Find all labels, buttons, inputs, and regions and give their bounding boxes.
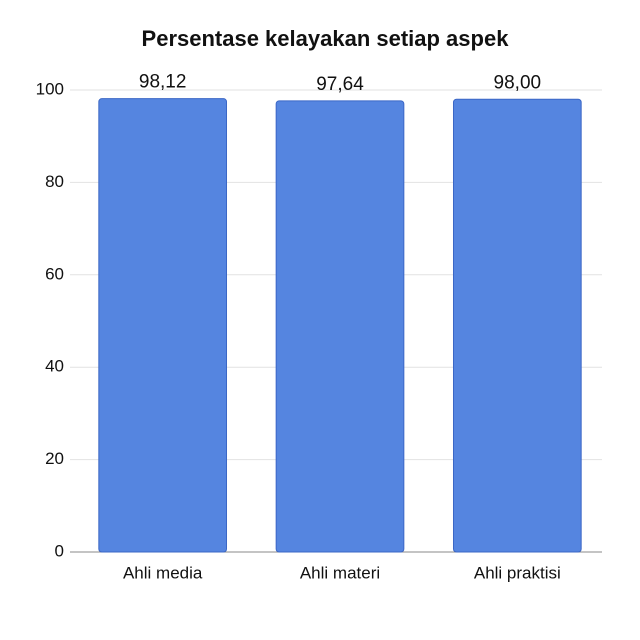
bar bbox=[98, 98, 228, 553]
y-tick-label: 20 bbox=[45, 449, 64, 468]
x-tick-label: Ahli praktisi bbox=[474, 563, 561, 582]
bar bbox=[452, 98, 582, 553]
value-label: 98,00 bbox=[494, 72, 542, 93]
y-tick-label: 100 bbox=[36, 79, 64, 98]
y-tick-label: 40 bbox=[45, 357, 64, 376]
y-tick-label: 60 bbox=[45, 264, 64, 283]
bar bbox=[275, 100, 405, 553]
value-label: 98,12 bbox=[139, 72, 187, 93]
value-label: 97,64 bbox=[316, 74, 364, 95]
y-tick-label: 80 bbox=[45, 172, 64, 191]
y-tick-label: 0 bbox=[55, 541, 64, 560]
x-tick-label: Ahli media bbox=[123, 563, 203, 582]
x-tick-label: Ahli materi bbox=[300, 563, 380, 582]
chart-title: Persentase kelayakan setiap aspek bbox=[142, 26, 510, 51]
